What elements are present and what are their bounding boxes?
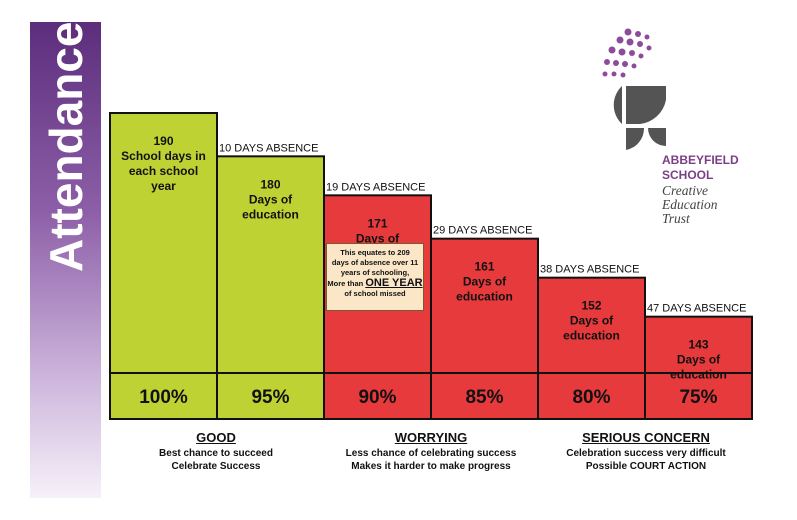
school-name: ABBEYFIELD SCHOOL bbox=[662, 153, 739, 182]
caption-serious: SERIOUS CONCERN Celebration success very… bbox=[540, 430, 752, 473]
bar-label: Days of bbox=[463, 275, 507, 289]
percent-label: 90% bbox=[358, 387, 396, 408]
bar-label: education bbox=[456, 290, 513, 304]
bar-190 bbox=[109, 112, 218, 374]
bar-label: year bbox=[151, 179, 176, 193]
absence-label: 19 DAYS ABSENCE bbox=[326, 181, 425, 193]
percent-box bbox=[430, 372, 539, 420]
bar-label: 180 bbox=[260, 177, 280, 191]
percent-box bbox=[109, 372, 218, 420]
absence-label: 29 DAYS ABSENCE bbox=[433, 225, 532, 237]
percent-label: 80% bbox=[572, 387, 610, 408]
percent-label: 100% bbox=[139, 387, 188, 408]
caption-good: GOOD Best chance to succeed Celebrate Su… bbox=[110, 430, 322, 473]
absence-label: 38 DAYS ABSENCE bbox=[540, 264, 639, 276]
bar-label: each school bbox=[129, 164, 198, 178]
bar-180 bbox=[216, 155, 325, 374]
percent-box bbox=[537, 372, 646, 420]
bar-label: education bbox=[242, 207, 299, 221]
absence-label: 47 DAYS ABSENCE bbox=[647, 303, 746, 315]
bar-label: 161 bbox=[474, 260, 494, 274]
percent-box bbox=[644, 372, 753, 420]
caption-serious-heading: SERIOUS CONCERN bbox=[582, 430, 710, 445]
bar-label: 152 bbox=[581, 299, 601, 313]
bar-label: Days of bbox=[677, 353, 721, 367]
percent-box bbox=[216, 372, 325, 420]
bar-label: Days of bbox=[249, 192, 293, 206]
bar-161 bbox=[430, 237, 539, 374]
side-banner bbox=[30, 22, 101, 498]
caption-worrying: WORRYING Less chance of celebrating succ… bbox=[322, 430, 540, 473]
caption-good-heading: GOOD bbox=[196, 430, 236, 445]
bar-label: education bbox=[670, 368, 727, 382]
bar-label: 190 bbox=[153, 134, 173, 148]
bar-label: School days in bbox=[121, 149, 206, 163]
absence-note: This equates to 209 days of absence over… bbox=[326, 243, 424, 311]
caption-worrying-heading: WORRYING bbox=[394, 430, 468, 445]
trust-name: Creative Education Trust bbox=[662, 183, 718, 226]
percent-label: 75% bbox=[679, 387, 717, 408]
bar-label: 171 bbox=[367, 216, 387, 230]
percent-label: 85% bbox=[465, 387, 503, 408]
bar-label: Days of bbox=[356, 231, 400, 245]
bar-label: Days of bbox=[570, 314, 614, 328]
bar-label: education bbox=[563, 329, 620, 343]
absence-label: 10 DAYS ABSENCE bbox=[219, 142, 318, 154]
school-logo-icon bbox=[602, 28, 666, 150]
percent-label: 95% bbox=[251, 387, 289, 408]
bar-label: 143 bbox=[688, 338, 708, 352]
